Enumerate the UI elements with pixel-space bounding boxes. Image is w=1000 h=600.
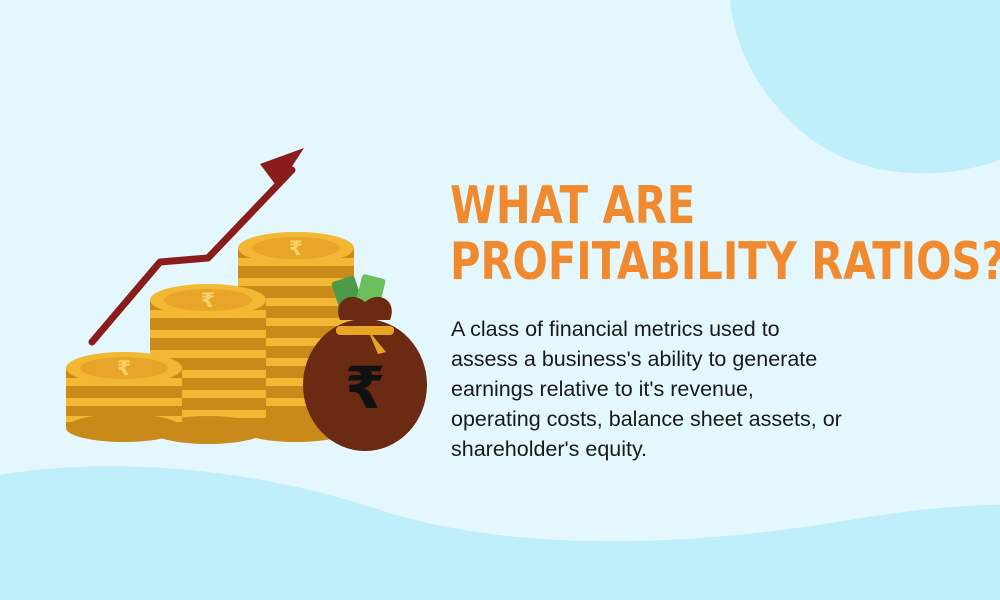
title-line-1: WHAT ARE	[450, 176, 696, 236]
rupee-coin-icon: ₹	[289, 236, 303, 260]
short-coin-stack: ₹	[66, 352, 182, 442]
description-line-5: shareholder's equity.	[451, 437, 648, 461]
description: A class of financial metrics used to ass…	[451, 314, 981, 464]
coins-illustration: ₹ ₹ ₹	[66, 148, 427, 451]
description-line-3: earnings relative to it's revenue,	[451, 377, 754, 401]
description-line-2: assess a business's ability to generate	[451, 347, 818, 371]
page-title: WHAT ARE PROFITABILITY RATIOS?	[450, 176, 1000, 292]
bag-rupee-symbol: ₹	[345, 354, 385, 422]
growth-arrow-icon	[88, 148, 304, 346]
title-line-2: PROFITABILITY RATIOS?	[450, 232, 1000, 292]
top-right-blob	[730, 0, 1000, 174]
money-bag-icon: ₹	[303, 274, 427, 451]
bottom-wave	[0, 466, 1000, 600]
description-line-1: A class of financial metrics used to	[451, 317, 780, 341]
rupee-coin-icon: ₹	[201, 288, 215, 312]
description-line-4: operating costs, balance sheet assets, o…	[451, 407, 842, 431]
rupee-coin-icon: ₹	[117, 356, 131, 380]
